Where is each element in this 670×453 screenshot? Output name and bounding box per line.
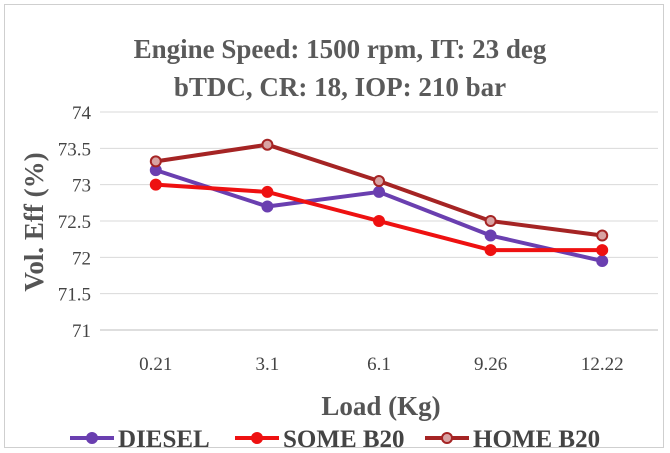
y-tick-label: 74 bbox=[72, 103, 92, 124]
data-point-some-b20 bbox=[596, 244, 609, 257]
chart-frame bbox=[4, 4, 664, 448]
x-axis-label: Load (Kg) bbox=[321, 391, 440, 421]
chart-title-line2: bTDC, CR: 18, IOP: 210 bar bbox=[173, 72, 507, 102]
data-point-home-b20 bbox=[484, 215, 497, 227]
y-tick-label: 71.5 bbox=[58, 285, 91, 306]
data-point-some-b20 bbox=[373, 215, 385, 227]
x-tick-label: 9.26 bbox=[474, 354, 507, 375]
x-tick-label: 3.1 bbox=[256, 354, 280, 375]
legend-marker bbox=[86, 432, 98, 444]
data-point-some-b20 bbox=[484, 244, 497, 257]
x-tick-labels: 0.21 3.1 6.1 9.26 12.22 bbox=[139, 354, 623, 375]
series-lines bbox=[155, 142, 603, 263]
y-tick-labels: 71 71.5 72 72.5 73 73.5 74 bbox=[58, 103, 92, 342]
y-tick-label: 72 bbox=[72, 248, 91, 269]
legend-label: DIESEL bbox=[118, 426, 210, 453]
y-tick-label: 72.5 bbox=[58, 212, 91, 233]
data-point-home-b20 bbox=[149, 155, 162, 168]
y-tick-label: 71 bbox=[72, 321, 91, 342]
x-tick-label: 12.22 bbox=[581, 354, 624, 375]
legend-marker bbox=[441, 432, 453, 444]
data-point-some-b20 bbox=[149, 178, 162, 191]
x-tick-label: 6.1 bbox=[367, 354, 391, 375]
data-point-diesel bbox=[373, 185, 385, 198]
series-points bbox=[149, 138, 609, 267]
y-tick-label: 73.5 bbox=[58, 139, 91, 160]
data-point-home-b20 bbox=[261, 138, 274, 151]
legend-label: HOME B20 bbox=[473, 426, 600, 453]
y-axis-label: Vol. Eff (%) bbox=[19, 152, 49, 291]
data-point-some-b20 bbox=[261, 185, 274, 198]
legend-marker bbox=[251, 432, 263, 444]
data-point-diesel bbox=[261, 200, 274, 213]
data-point-diesel bbox=[596, 254, 609, 267]
data-point-home-b20 bbox=[373, 175, 385, 188]
data-point-diesel bbox=[484, 229, 497, 242]
y-tick-label: 73 bbox=[72, 176, 91, 197]
data-point-home-b20 bbox=[596, 229, 609, 242]
chart-title-line1: Engine Speed: 1500 rpm, IT: 23 deg bbox=[133, 34, 547, 64]
x-tick-label: 0.21 bbox=[139, 354, 172, 375]
legend-label: SOME B20 bbox=[283, 426, 405, 453]
legend: DIESEL SOME B20 HOME B20 bbox=[70, 426, 600, 453]
